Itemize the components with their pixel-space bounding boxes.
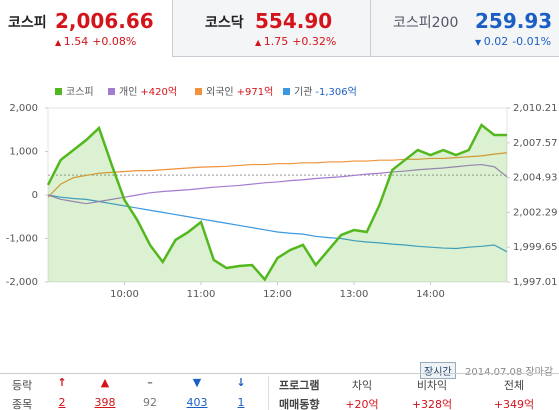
change: 1.54	[63, 35, 89, 48]
index-value: 554.90	[255, 9, 333, 33]
change: 0.02	[483, 35, 509, 48]
x-tick-label: 14:00	[416, 289, 445, 300]
legend-swatch	[195, 88, 202, 95]
x-tick-label: 10:00	[110, 289, 139, 300]
x-tick-label: 11:00	[187, 289, 216, 300]
legend-name: 외국인	[206, 86, 234, 98]
breadth-icon: –	[147, 376, 153, 389]
footer-divider	[0, 373, 559, 374]
index-change: ▲ 1.54 +0.08%	[55, 35, 136, 48]
breadth-icon: ▲	[100, 376, 110, 389]
index-change: ▲ 1.75 +0.32%	[255, 35, 336, 48]
footer-separator	[268, 376, 269, 410]
breadth-icon: ↓	[236, 376, 246, 389]
y2-tick-label: 1,999.65	[513, 242, 558, 253]
y2-tick-label: 2,010.21	[513, 103, 558, 114]
index-name: 코스피	[8, 15, 47, 31]
direction-icon: ▲	[255, 38, 264, 47]
breadth-count[interactable]: 398	[94, 396, 116, 409]
y-tick-label: -2,000	[6, 277, 38, 288]
breadth-count: 92	[143, 396, 157, 409]
legend-name: 코스피	[66, 86, 94, 98]
y-tick-label: -1,000	[6, 234, 38, 245]
program-column: 전체	[503, 379, 525, 392]
breadth-label: 종목	[12, 398, 33, 410]
tab[interactable]: 코스피200 259.93 ▼ 0.02 -0.01%	[370, 0, 559, 57]
program-column: 비차익	[416, 379, 448, 392]
y2-tick-label: 2,007.57	[513, 138, 558, 149]
legend-swatch	[108, 88, 115, 95]
legend-flow: -1,306억	[315, 86, 356, 98]
index-value: 259.93	[475, 9, 553, 33]
legend-name: 기관	[294, 86, 312, 98]
breadth-label: 등락	[12, 379, 33, 392]
index-name: 코스닥	[205, 15, 244, 31]
y2-tick-label: 1,997.01	[513, 277, 558, 288]
y-tick-label: 1,000	[9, 147, 38, 158]
program-value: +328억	[411, 398, 453, 410]
legend-label: 개인 +420억	[119, 86, 177, 98]
index-change: ▼ 0.02 -0.01%	[475, 35, 551, 48]
program-column: 차익	[351, 379, 373, 392]
legend-flow: +420억	[140, 86, 177, 98]
legend-swatch	[283, 88, 290, 95]
breadth-count[interactable]: 403	[186, 396, 208, 409]
percent: -0.01%	[512, 35, 552, 48]
direction-icon: ▲	[55, 38, 64, 47]
percent: +0.32%	[292, 35, 337, 48]
index-name: 코스피200	[393, 15, 459, 31]
x-tick-label: 12:00	[263, 289, 292, 300]
x-tick-label: 13:00	[340, 289, 369, 300]
tab[interactable]: 코스피 2,006.66 ▲ 1.54 +0.08%	[0, 0, 172, 57]
line	[47, 194, 508, 253]
program-label: 프로그램	[279, 379, 320, 392]
program-value: +20억	[345, 398, 379, 410]
breadth-count[interactable]: 1	[237, 396, 245, 409]
direction-icon: ▼	[475, 38, 484, 47]
y-tick-label: 2,000	[9, 103, 38, 114]
chart: -2,000 -1,000 0 1,000 2,000 1,997.01 1,999.65 2…	[6, 86, 558, 300]
percent: +0.08%	[92, 35, 137, 48]
program-label: 매매동향	[279, 398, 320, 410]
change: 1.75	[263, 35, 289, 48]
legend-swatch	[55, 88, 62, 95]
y2-tick-label: 2,004.93	[513, 173, 558, 184]
breadth-count[interactable]: 2	[58, 396, 66, 409]
date: 2014.07.08 장마감	[465, 367, 554, 378]
line	[47, 152, 508, 198]
y-tick-label: 0	[32, 190, 38, 201]
legend-label: 기관 -1,306억	[294, 86, 357, 98]
index-value: 2,006.66	[55, 9, 154, 33]
legend-label: 코스피	[66, 86, 94, 98]
legend-label: 외국인 +971억	[206, 86, 273, 98]
breadth-icon: ▼	[192, 376, 202, 389]
legend-name: 개인	[119, 86, 137, 98]
line	[46, 123, 507, 282]
program-value: +349억	[493, 398, 535, 410]
y2-tick-label: 2,002.29	[513, 207, 558, 218]
legend-flow: +971억	[237, 86, 274, 98]
tab[interactable]: 코스닥 554.90 ▲ 1.75 +0.32%	[172, 0, 370, 57]
session-button[interactable]: 장시간	[420, 362, 456, 379]
area	[48, 125, 507, 282]
breadth-icon: ↑	[57, 376, 67, 389]
